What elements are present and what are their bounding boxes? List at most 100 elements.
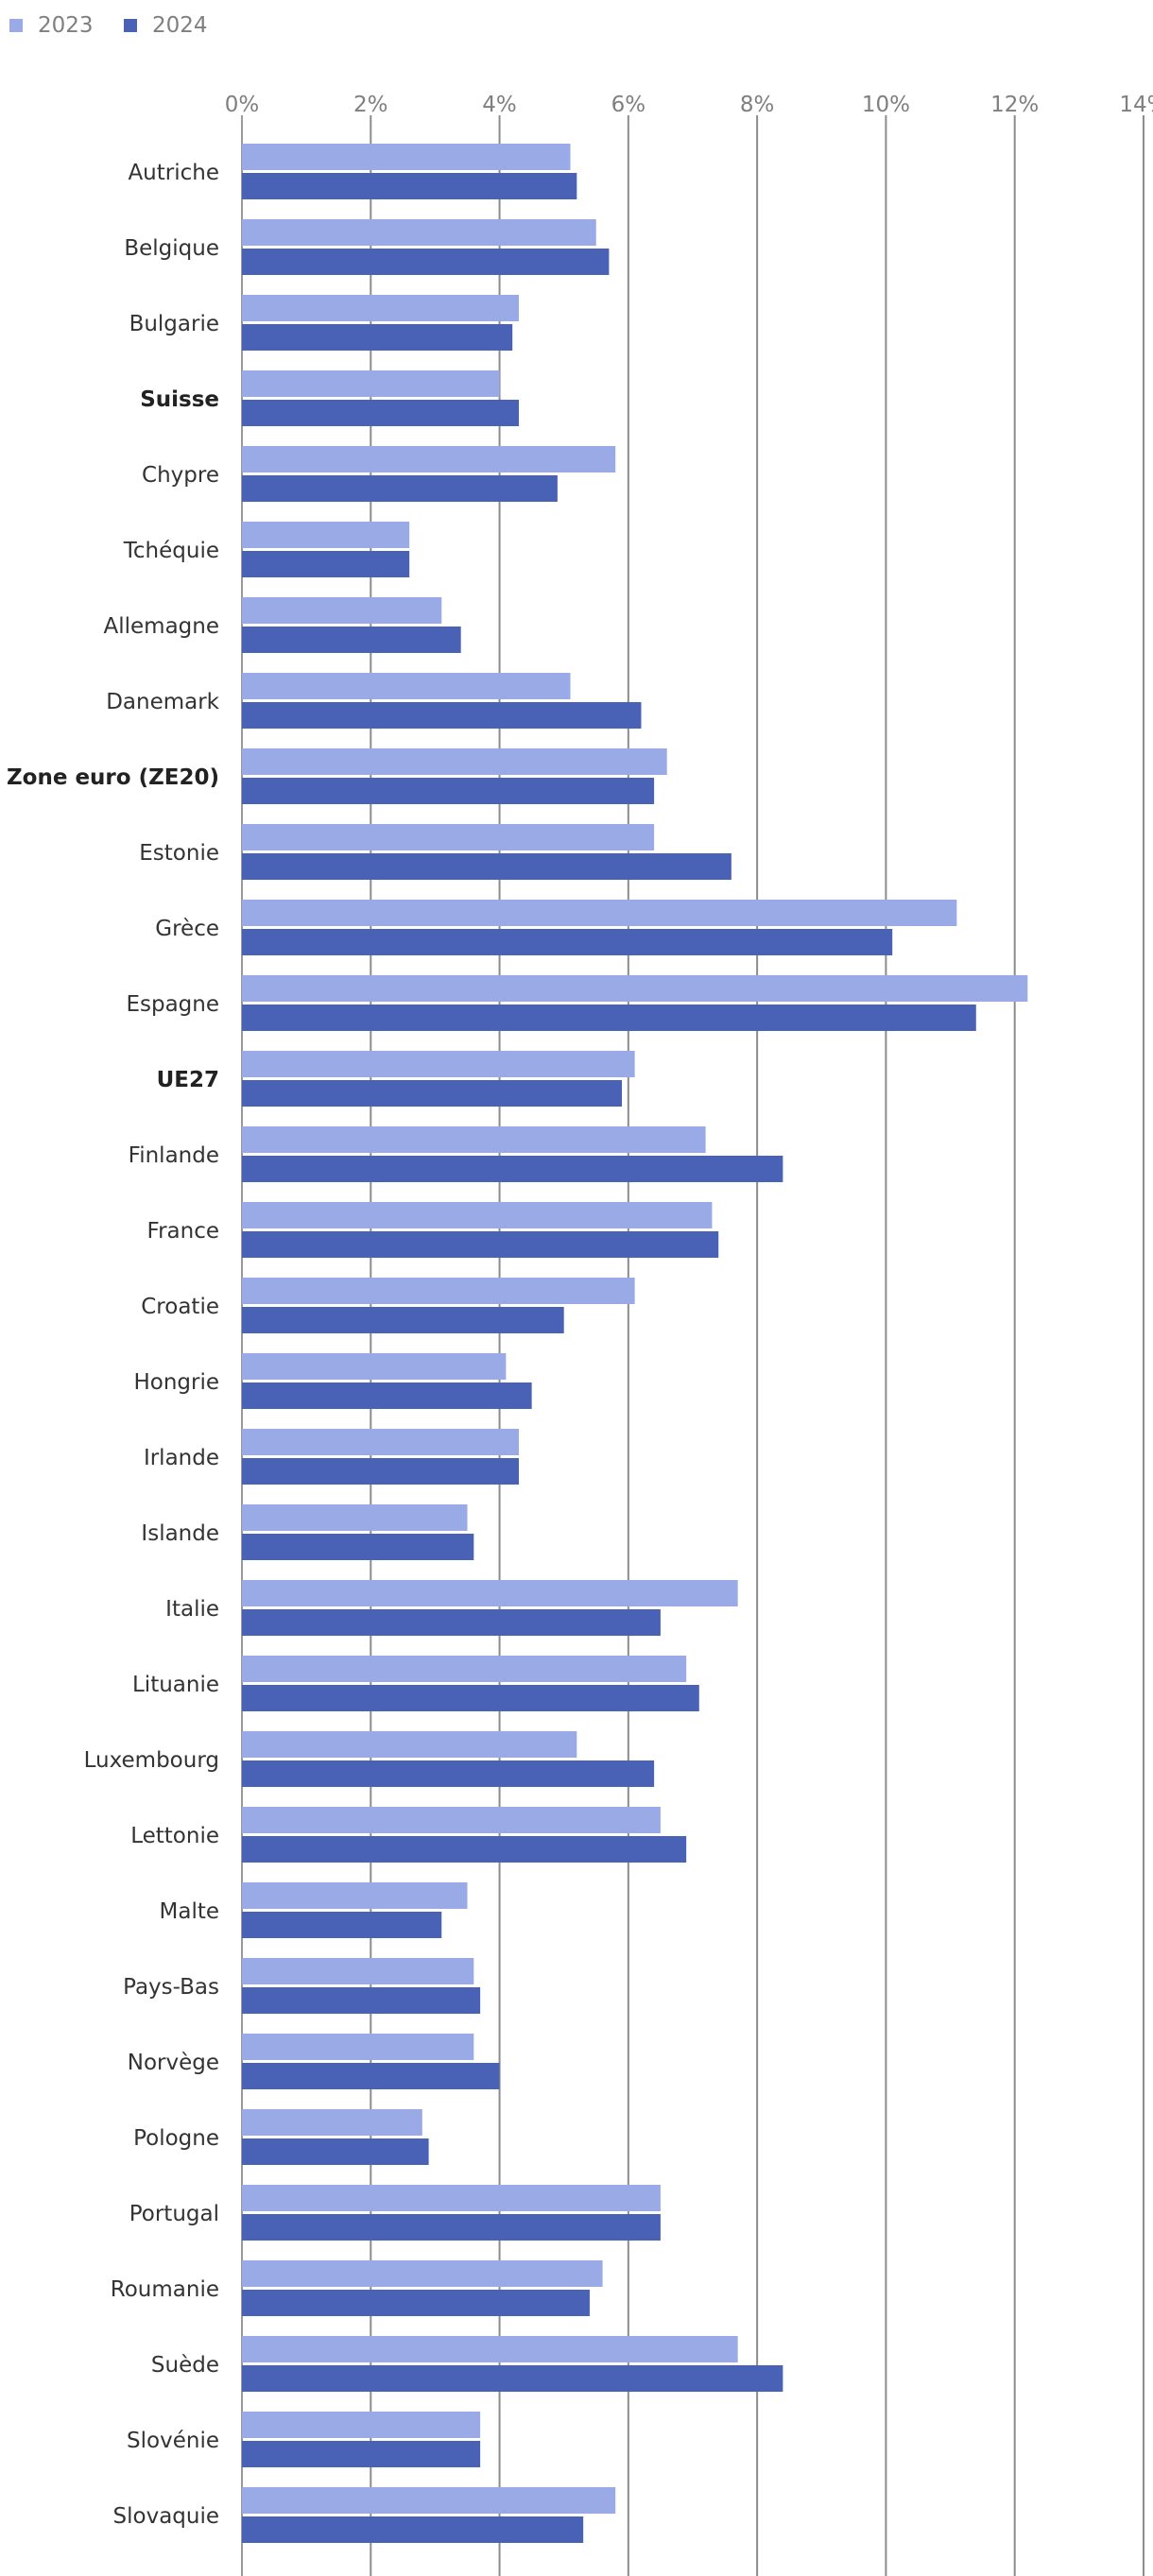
bars: [242, 144, 1028, 2543]
bar-2023: [242, 522, 410, 548]
tick-label: 12%: [990, 93, 1039, 117]
bar-2024: [242, 1912, 442, 1938]
category-label: Lituanie: [132, 1673, 219, 1697]
legend-swatch-2024: [124, 19, 137, 32]
bar-2023: [242, 748, 667, 775]
bar-2023: [242, 1807, 661, 1833]
bar-2024: [242, 1609, 661, 1636]
category-label: Suède: [151, 2353, 219, 2378]
bar-2024: [242, 400, 520, 426]
bar-2023: [242, 673, 571, 699]
bar-2024: [242, 1836, 687, 1863]
category-label: Slovénie: [127, 2429, 219, 2453]
bar-2023: [242, 446, 616, 472]
bar-2024: [242, 551, 410, 577]
bar-2024: [242, 1156, 783, 1182]
bar-2024: [242, 2138, 429, 2165]
bar-2024: [242, 1534, 474, 1560]
category-label: Grèce: [155, 917, 219, 941]
tick-label: 0%: [225, 93, 260, 117]
bar-2024: [242, 324, 513, 351]
category-label: Suisse: [140, 387, 219, 412]
bar-2023: [242, 2260, 603, 2287]
category-label: Norvège: [128, 2051, 219, 2075]
tick-label: 6%: [611, 93, 646, 117]
category-label: Islande: [141, 1521, 219, 1546]
category-label: Malte: [160, 1899, 220, 1924]
category-label: Italie: [165, 1597, 219, 1622]
bar-2023: [242, 1580, 738, 1606]
category-label: UE27: [157, 1068, 219, 1092]
bar-2023: [242, 2034, 474, 2060]
category-label: Zone euro (ZE20): [7, 765, 219, 790]
category-label: Portugal: [129, 2202, 219, 2226]
bar-2023: [242, 295, 520, 321]
category-label: Pologne: [133, 2126, 219, 2151]
bar-2024: [242, 853, 731, 880]
category-label: Estonie: [139, 841, 219, 866]
bar-2024: [242, 2290, 590, 2316]
x-axis-ticks: 0% 2% 4% 6% 8% 10% 12% 14%: [225, 93, 1153, 117]
bar-2024: [242, 2516, 584, 2543]
bar-2023: [242, 1656, 687, 1682]
legend-label-2024: 2024: [152, 13, 208, 38]
category-label: Danemark: [106, 690, 219, 714]
bar-2023: [242, 2336, 738, 2362]
category-label: Roumanie: [111, 2277, 219, 2302]
category-label: Lettonie: [130, 1824, 219, 1848]
bar-2024: [242, 1080, 623, 1107]
bar-2024: [242, 1685, 699, 1711]
bar-2023: [242, 1958, 474, 1984]
category-label: Pays-Bas: [123, 1975, 219, 2000]
category-label: Belgique: [124, 236, 219, 261]
bar-2023: [242, 900, 957, 926]
bar-2023: [242, 1504, 468, 1531]
bar-2023: [242, 824, 655, 850]
bar-2024: [242, 475, 558, 502]
bar-2024: [242, 1231, 719, 1258]
bar-2024: [242, 2441, 481, 2467]
category-label: Hongrie: [133, 1370, 219, 1395]
bar-2023: [242, 1731, 577, 1758]
legend-label-2023: 2023: [38, 13, 94, 38]
bar-2024: [242, 627, 461, 653]
category-label: Allemagne: [104, 614, 220, 639]
category-label: Irlande: [144, 1446, 219, 1470]
bar-2023: [242, 2487, 616, 2514]
bar-2023: [242, 2412, 481, 2438]
bar-2023: [242, 2109, 422, 2136]
bar-2024: [242, 2214, 661, 2241]
category-label: Autriche: [128, 161, 219, 185]
bar-2023: [242, 1353, 507, 1380]
bar-2023: [242, 975, 1028, 1002]
tick-label: 2%: [353, 93, 388, 117]
bar-2023: [242, 370, 500, 397]
bar-2024: [242, 2365, 783, 2392]
category-label: Bulgarie: [129, 312, 219, 336]
bar-2024: [242, 1382, 532, 1409]
bar-2023: [242, 597, 442, 624]
bar-2023: [242, 1278, 635, 1304]
tick-label: 10%: [862, 93, 910, 117]
category-label: Slovaquie: [113, 2504, 219, 2529]
bar-2023: [242, 1051, 635, 1077]
bar-2023: [242, 144, 571, 170]
legend: 2023 2024: [9, 13, 208, 38]
tick-label: 4%: [482, 93, 517, 117]
tick-label: 14%: [1119, 93, 1153, 117]
bar-2024: [242, 1307, 564, 1333]
category-label: Croatie: [141, 1295, 219, 1319]
category-label: Luxembourg: [84, 1748, 219, 1773]
category-label: Espagne: [126, 992, 219, 1017]
bar-2023: [242, 1126, 706, 1153]
bar-2024: [242, 249, 610, 275]
bar-2024: [242, 1987, 481, 2014]
bar-2024: [242, 702, 642, 729]
category-label: France: [147, 1219, 219, 1244]
bar-2023: [242, 1202, 713, 1228]
legend-swatch-2023: [9, 19, 23, 32]
bar-2024: [242, 2063, 500, 2089]
category-label: Chypre: [142, 463, 219, 488]
bar-2024: [242, 173, 577, 199]
